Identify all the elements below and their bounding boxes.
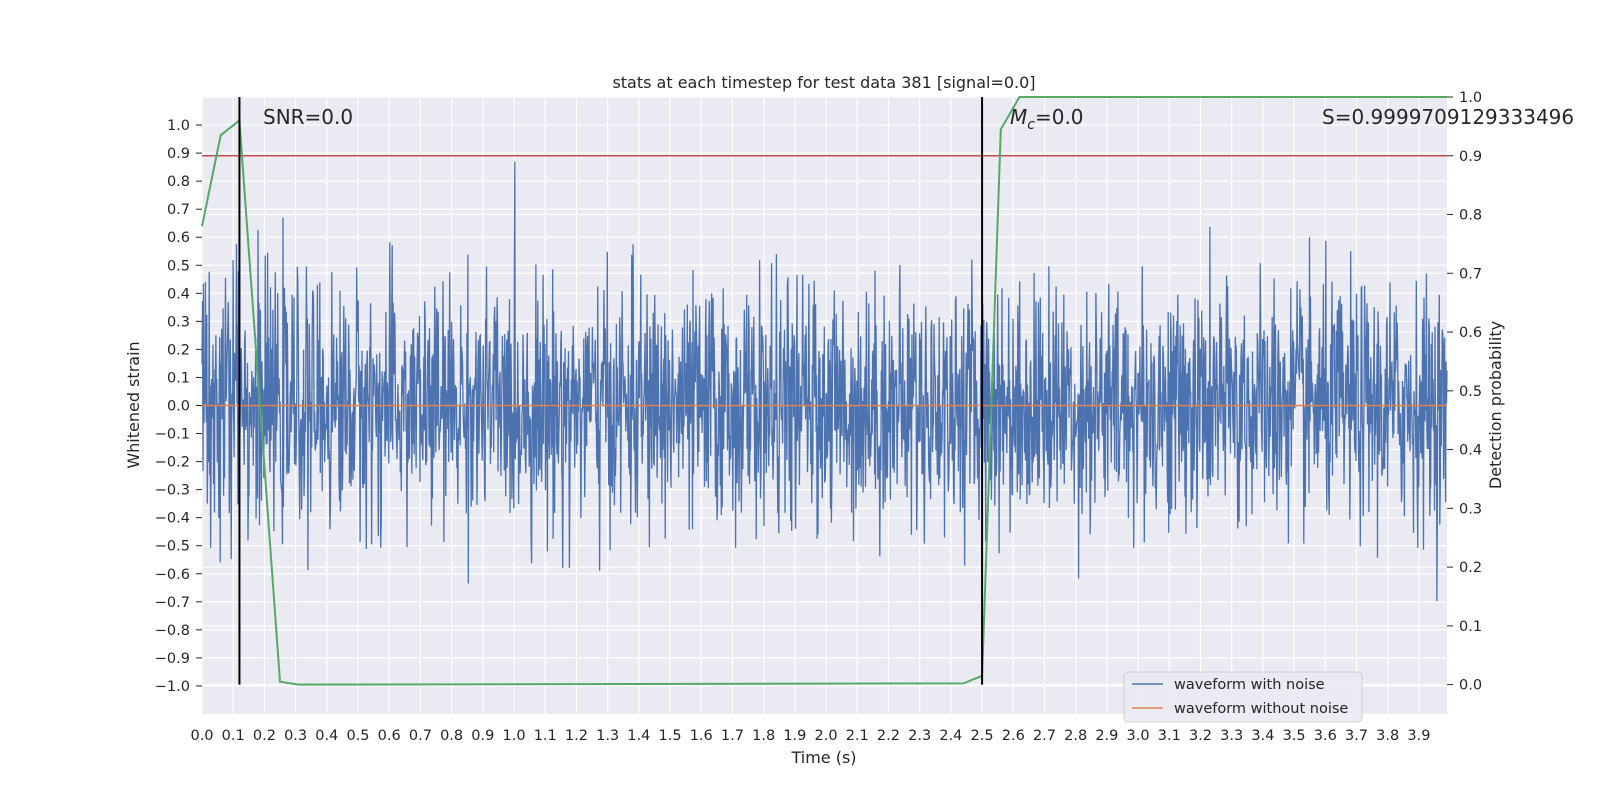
y2-tick-label: 0.1 (1459, 619, 1482, 635)
y2-tick-label: 1.0 (1459, 90, 1482, 106)
y-tick-label: −0.8 (155, 623, 190, 639)
snr-annotation: SNR=0.0 (263, 105, 353, 129)
y-tick-label: 0.7 (167, 202, 190, 218)
s-annotation: S=0.9999709129333496 (1322, 105, 1574, 129)
waveform-with-noise-line (201, 161, 1448, 602)
y2-tick-label: 0.8 (1459, 208, 1482, 224)
chirp-mass-value: =0.0 (1035, 105, 1084, 129)
x-tick-label: 3.0 (1127, 728, 1150, 744)
y2-tick-label: 0.7 (1459, 266, 1482, 282)
x-tick-label: 3.2 (1189, 728, 1212, 744)
y2-tick-label: 0.9 (1459, 149, 1482, 165)
x-tick-label: 0.4 (315, 728, 338, 744)
chart-title: stats at each timestep for test data 381… (612, 73, 1035, 92)
x-axis-ticks: 0.0 0.1 0.2 0.3 0.4 0.5 0.6 0.7 0.8 0.9 1.0 1.1 1.2 1… (190, 728, 1430, 744)
y-tick-label: 0.1 (167, 370, 190, 386)
x-tick-label: 3.3 (1220, 728, 1243, 744)
legend-box (1123, 671, 1363, 723)
y-tick-label: −0.7 (155, 595, 190, 611)
x-tick-label: 3.5 (1283, 728, 1306, 744)
y-tick-label: 0.3 (167, 314, 190, 330)
x-tick-label: 3.4 (1251, 728, 1274, 744)
x-tick-label: 0.1 (222, 728, 245, 744)
x-tick-label: 2.2 (877, 728, 900, 744)
x-tick-label: 2.8 (1064, 728, 1087, 744)
chirp-mass-symbol: M (1010, 105, 1027, 129)
y-axis-ticks: 1.0 0.9 0.8 0.7 0.6 0.5 0.4 0.3 0.2 0.1 0.0 −0.1 −0.… (155, 118, 202, 695)
chirp-mass-subscript: c (1027, 117, 1035, 133)
x-tick-label: 0.6 (378, 728, 401, 744)
x-tick-label: 0.3 (284, 728, 307, 744)
y-tick-label: −0.2 (155, 455, 190, 471)
y2-tick-label: 0.4 (1459, 443, 1482, 459)
x-tick-label: 0.5 (346, 728, 369, 744)
x-tick-label: 1.3 (596, 728, 619, 744)
y-tick-label: 0.2 (167, 342, 190, 358)
y2-tick-label: 0.3 (1459, 501, 1482, 517)
x-tick-label: 2.1 (846, 728, 869, 744)
y-tick-label: −0.3 (155, 483, 190, 499)
x-tick-label: 2.6 (1002, 728, 1025, 744)
y2-tick-label: 0.2 (1459, 560, 1482, 576)
x-tick-label: 1.7 (721, 728, 744, 744)
y2-tick-label: 0.5 (1459, 384, 1482, 400)
x-tick-label: 1.9 (783, 728, 806, 744)
chirp-mass-annotation: Mc=0.0 (1010, 105, 1084, 133)
x-tick-label: 3.6 (1314, 728, 1337, 744)
x-tick-label: 1.1 (534, 728, 557, 744)
x-axis-label: Time (s) (790, 748, 856, 767)
x-tick-label: 0.8 (440, 728, 463, 744)
y-tick-label: 0.6 (167, 230, 190, 246)
x-tick-label: 0.0 (190, 728, 213, 744)
x-tick-label: 2.0 (815, 728, 838, 744)
y-tick-label: 0.5 (167, 258, 190, 274)
legend-noise-label: waveform with noise (1174, 677, 1325, 693)
x-tick-label: 2.5 (971, 728, 994, 744)
y-tick-label: 0.0 (167, 399, 190, 415)
y2-axis-ticks: 1.0 0.9 0.8 0.7 0.6 0.5 0.4 0.3 0.2 0.1 0.0 (1447, 90, 1482, 694)
y2-axis-label: Detection probability (1486, 321, 1505, 489)
x-tick-label: 3.8 (1376, 728, 1399, 744)
y-tick-label: −0.9 (155, 651, 190, 667)
x-tick-label: 2.4 (939, 728, 962, 744)
plot-area (201, 96, 1448, 686)
x-tick-label: 3.1 (1158, 728, 1181, 744)
y-tick-label: 1.0 (167, 118, 190, 134)
x-tick-label: 1.8 (752, 728, 775, 744)
y-tick-label: 0.9 (167, 146, 190, 162)
x-tick-label: 0.7 (409, 728, 432, 744)
y-tick-label: 0.4 (167, 286, 190, 302)
x-tick-label: 1.2 (565, 728, 588, 744)
x-tick-label: 2.3 (908, 728, 931, 744)
y-tick-label: −1.0 (155, 679, 190, 695)
legend: waveform with noise waveform without noi… (1123, 671, 1363, 723)
y-tick-label: −0.5 (155, 539, 190, 555)
y2-tick-label: 0.6 (1459, 325, 1482, 341)
x-tick-label: 1.5 (659, 728, 682, 744)
y-tick-label: −0.6 (155, 567, 190, 583)
x-tick-label: 3.7 (1345, 728, 1368, 744)
legend-clean-label: waveform without noise (1174, 701, 1348, 717)
x-tick-label: 1.4 (627, 728, 650, 744)
x-tick-label: 1.0 (502, 728, 525, 744)
x-tick-label: 3.9 (1407, 728, 1430, 744)
y-axis-label: Whitened strain (124, 341, 143, 468)
x-tick-label: 2.7 (1033, 728, 1056, 744)
x-tick-label: 2.9 (1095, 728, 1118, 744)
x-tick-label: 0.2 (253, 728, 276, 744)
y-tick-label: −0.4 (155, 511, 190, 527)
y2-tick-label: 0.0 (1459, 678, 1482, 694)
x-tick-label: 1.6 (690, 728, 713, 744)
detection-probability-line (201, 96, 1447, 686)
x-tick-label: 0.9 (471, 728, 494, 744)
y-tick-label: 0.8 (167, 174, 190, 190)
y-tick-label: −0.1 (155, 427, 190, 443)
